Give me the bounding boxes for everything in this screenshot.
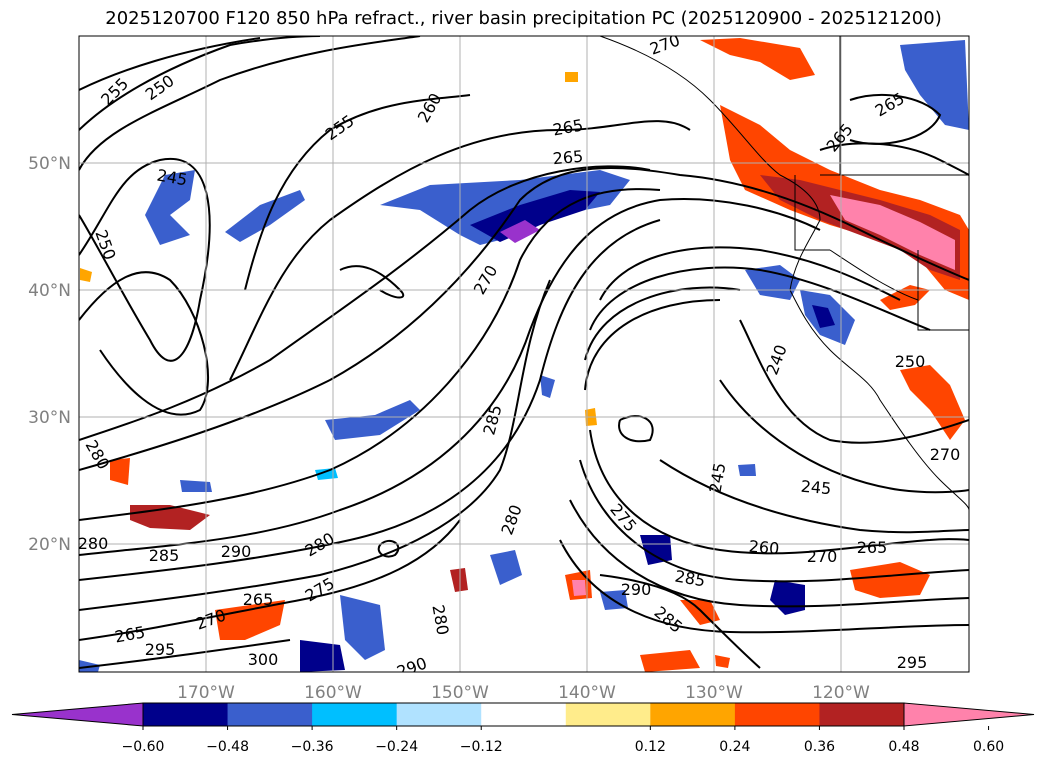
svg-text:265: 265 — [243, 590, 274, 609]
lon-tick-label: 160°W — [304, 683, 362, 703]
refractivity-contours — [79, 36, 969, 669]
colorbar-segment — [819, 703, 905, 726]
colorbar-tick-label: −0.12 — [460, 739, 503, 755]
lon-tick-label: 170°W — [177, 683, 235, 703]
graticule — [79, 36, 969, 672]
colorbar-segment — [650, 703, 736, 726]
lon-tick-label: 130°W — [685, 683, 743, 703]
contour-label: 285 — [149, 546, 180, 565]
precip-negative-patches — [79, 40, 969, 672]
contour-label: 250 — [895, 352, 926, 371]
svg-text:260: 260 — [748, 537, 780, 559]
svg-text:250: 250 — [895, 352, 926, 371]
svg-text:290: 290 — [221, 542, 252, 561]
svg-text:285: 285 — [149, 546, 180, 565]
svg-text:300: 300 — [248, 650, 279, 669]
latitude-tick-labels: 50°N 40°N 30°N 20°N — [28, 154, 71, 555]
colorbar-extend-min — [11, 702, 144, 727]
contour-label: 290 — [621, 580, 652, 599]
colorbar-segment — [481, 703, 567, 726]
contour-label: 245 — [800, 477, 832, 499]
colorbar: −0.60 −0.48 −0.36 −0.24 −0.12 0.12 0.24 0.36 0.4… — [11, 702, 1035, 755]
svg-text:270: 270 — [807, 547, 838, 566]
svg-text:295: 295 — [145, 640, 176, 659]
lon-tick-label: 120°W — [812, 683, 870, 703]
colorbar-tick-label: −0.24 — [375, 739, 418, 755]
colorbar-segment — [565, 703, 651, 726]
map-frame — [78, 35, 970, 673]
lat-tick-label: 40°N — [28, 281, 71, 301]
colorbar-extend-max — [903, 702, 1035, 727]
colorbar-tick-label: 0.48 — [888, 739, 919, 755]
contour-label: 300 — [248, 650, 279, 669]
contour-label: 265 — [552, 147, 584, 169]
lat-tick-label: 50°N — [28, 154, 71, 174]
map-title: 2025120700 F120 850 hPa refract., river … — [105, 8, 942, 29]
lat-tick-label: 30°N — [28, 408, 71, 428]
contour-label: 280 — [78, 534, 109, 553]
svg-text:245: 245 — [800, 477, 832, 499]
lon-tick-label: 140°W — [558, 683, 616, 703]
colorbar-tick-label: −0.36 — [291, 739, 334, 755]
colorbar-segment — [734, 703, 820, 726]
contour-label: 270 — [807, 547, 838, 566]
colorbar-tick-label: 0.36 — [804, 739, 835, 755]
contour-label: 270 — [930, 445, 961, 464]
svg-text:295: 295 — [897, 653, 928, 672]
svg-text:265: 265 — [857, 538, 888, 557]
lon-tick-label: 150°W — [431, 683, 489, 703]
colorbar-segment — [227, 703, 313, 726]
contour-label: 265 — [243, 590, 274, 609]
svg-text:280: 280 — [78, 534, 109, 553]
colorbar-tick-label: 0.60 — [973, 739, 1004, 755]
colorbar-tick-label: −0.60 — [122, 739, 165, 755]
contour-label: 290 — [221, 542, 252, 561]
colorbar-tick-label: 0.12 — [635, 739, 666, 755]
colorbar-frame — [142, 702, 905, 727]
longitude-tick-labels: 170°W 160°W 150°W 140°W 130°W 120°W — [177, 683, 870, 703]
contour-label: 295 — [145, 640, 176, 659]
contour-label: 260 — [748, 537, 780, 559]
svg-text:265: 265 — [552, 147, 584, 169]
colorbar-segment — [312, 703, 398, 726]
svg-text:290: 290 — [621, 580, 652, 599]
colorbar-tick-label: 0.24 — [719, 739, 750, 755]
lat-tick-label: 20°N — [28, 535, 71, 555]
contour-label: 265 — [857, 538, 888, 557]
colorbar-segment — [143, 703, 229, 726]
colorbar-tick-label: −0.48 — [206, 739, 249, 755]
colorbar-segment — [396, 703, 482, 726]
contour-label: 295 — [897, 653, 928, 672]
map-frame-bg — [79, 36, 969, 672]
coastline — [599, 36, 969, 511]
svg-text:270: 270 — [930, 445, 961, 464]
